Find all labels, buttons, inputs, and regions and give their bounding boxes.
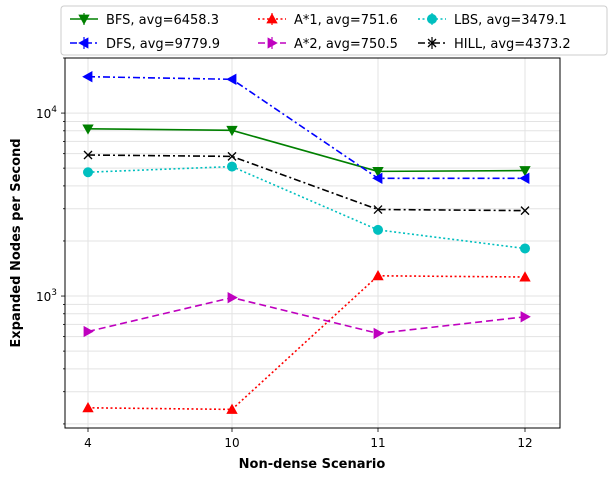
data-point [83, 150, 93, 160]
data-point [226, 73, 237, 85]
data-point [227, 151, 237, 161]
x-tick-label: 10 [224, 436, 239, 450]
legend-marker [78, 14, 90, 25]
series-line [87, 296, 526, 335]
legend-label: LBS, avg=3479.1 [454, 13, 567, 28]
grid-lines [65, 57, 560, 428]
marker-stroke [227, 151, 237, 161]
legend-label: HILL, avg=4373.2 [454, 37, 571, 52]
data-point [82, 401, 94, 413]
data-point [83, 325, 94, 338]
series-line [87, 128, 526, 173]
data-point [82, 124, 94, 135]
marker-stroke [427, 38, 437, 48]
legend-marker [266, 13, 278, 24]
series-lbs [83, 161, 530, 254]
data-point [373, 205, 383, 215]
legend-label: A*2, avg=750.5 [294, 37, 398, 52]
y-axis-label: Expanded Nodes per Second [9, 138, 24, 347]
series-a-1 [82, 269, 531, 414]
data-point [82, 71, 93, 83]
data-point [83, 167, 93, 178]
series-line [87, 75, 525, 180]
y-tick-label: 104 [36, 105, 57, 121]
series-line [87, 274, 526, 411]
legend-entry: HILL, avg=4373.2 [418, 37, 571, 52]
marker-stroke [520, 206, 530, 216]
data-point [226, 403, 238, 414]
legend-entry: A*1, avg=751.6 [258, 13, 398, 28]
legend-label: BFS, avg=6458.3 [106, 13, 219, 28]
series-hill [83, 150, 530, 216]
marker-stroke [373, 205, 383, 215]
x-axis-label: Non-dense Scenario [239, 457, 386, 472]
marker-stroke [83, 150, 93, 160]
series-bfs [82, 124, 531, 178]
legend-label: A*1, avg=751.6 [294, 13, 398, 28]
legend-label: DFS, avg=9779.9 [106, 37, 220, 52]
legend-marker [427, 38, 437, 48]
data-point [227, 161, 237, 172]
data-point [372, 166, 384, 178]
x-tick-label: 11 [370, 436, 385, 450]
data-point [520, 311, 531, 323]
data-point [519, 172, 530, 184]
legend-entry: DFS, avg=9779.9 [70, 37, 220, 52]
legend-marker [427, 14, 437, 24]
legend-frame [60, 5, 608, 56]
legend: BFS, avg=6458.3 DFS, avg=9779.9 A*1, avg=7… [60, 5, 608, 56]
x-tick-label: 4 [84, 436, 92, 450]
data-point [372, 269, 384, 281]
data-point [520, 243, 530, 254]
data-point [372, 172, 383, 184]
data-point [520, 206, 530, 216]
x-tick-label: 12 [517, 436, 532, 450]
plot-frame [64, 57, 561, 429]
legend-entry: BFS, avg=6458.3 [70, 13, 219, 28]
series-a-2 [83, 291, 531, 340]
series-layer [82, 71, 531, 414]
data-point [519, 271, 531, 282]
legend-marker [267, 37, 278, 49]
data-point [373, 224, 383, 235]
legend-entry: LBS, avg=3479.1 [418, 13, 567, 28]
legend-marker [78, 37, 89, 49]
series-line [87, 154, 526, 212]
legend-entry: A*2, avg=750.5 [258, 37, 398, 52]
y-tick-label: 103 [36, 288, 57, 304]
data-point [227, 291, 238, 304]
data-point [373, 327, 384, 340]
series-line [87, 165, 526, 250]
axis-ticks: 4 10 11 12 103 104 [36, 57, 533, 450]
series-dfs [82, 71, 530, 184]
data-point [226, 125, 238, 137]
data-point [519, 166, 531, 177]
